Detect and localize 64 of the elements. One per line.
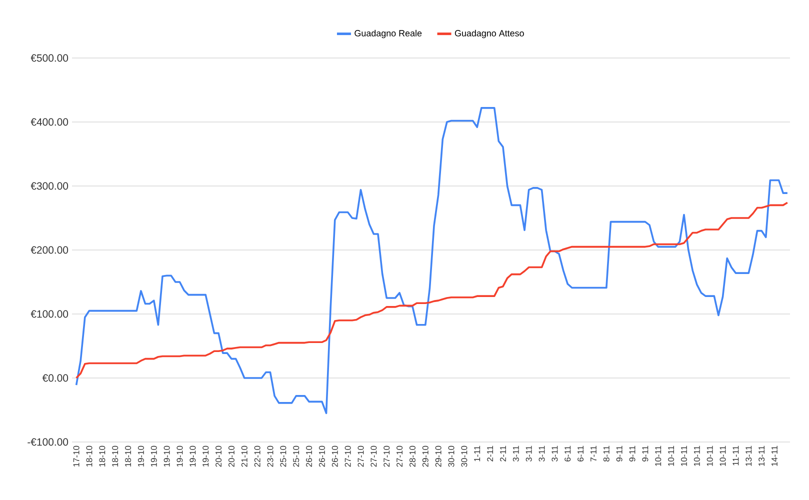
y-tick-label: €100.00 bbox=[30, 310, 68, 318]
x-tick-label: 19-10 bbox=[138, 446, 144, 467]
x-tick-label: 29-10 bbox=[422, 446, 428, 467]
x-tick-label: 3-11 bbox=[512, 446, 519, 462]
x-tick-label: 27-10 bbox=[384, 446, 390, 467]
x-tick-label: 19-10 bbox=[150, 446, 157, 467]
x-tick-label: 27-10 bbox=[344, 446, 351, 467]
x-tick-label: 7-11 bbox=[590, 446, 596, 462]
x-tick-label: 10-11 bbox=[668, 446, 674, 466]
y-tick-label: -€100.00 bbox=[28, 438, 68, 446]
x-tick-label: 26-10 bbox=[306, 446, 312, 467]
x-tick-label: 20-10 bbox=[216, 446, 222, 467]
x-tick-label: 9-11 bbox=[629, 446, 636, 462]
x-tick-label: 17-10 bbox=[73, 446, 80, 467]
x-tick-label: 3-11 bbox=[538, 446, 545, 462]
y-tick-label: €500.00 bbox=[30, 54, 68, 62]
y-tick-label: €400.00 bbox=[30, 118, 68, 126]
x-tick-label: 14-11 bbox=[772, 446, 778, 466]
x-tick-label: 18-10 bbox=[112, 446, 118, 467]
x-tick-label: 27-10 bbox=[396, 446, 403, 467]
x-tick-label: 30-10 bbox=[448, 446, 454, 467]
x-tick-label: 26-10 bbox=[318, 446, 325, 467]
x-tick-label: 1-11 bbox=[474, 446, 480, 462]
legend-label: Guadagno Atteso bbox=[454, 30, 524, 38]
x-tick-label: 10-11 bbox=[680, 446, 687, 466]
y-tick-label: €300.00 bbox=[30, 182, 68, 190]
x-tick-label: 18-10 bbox=[99, 446, 106, 467]
x-tick-label: 26-10 bbox=[332, 446, 338, 467]
x-tick-label: 10-11 bbox=[706, 446, 713, 466]
x-tick-label: 19-10 bbox=[164, 446, 170, 467]
x-tick-label: 21-10 bbox=[241, 446, 248, 467]
x-tick-label: 11-11 bbox=[732, 446, 739, 466]
x-tick-label: 27-10 bbox=[358, 446, 364, 467]
x-tick-label: 19-10 bbox=[190, 446, 196, 467]
x-tick-label: 28-10 bbox=[409, 446, 416, 467]
y-tick-label: €0.00 bbox=[42, 374, 68, 382]
x-tick-label: 27-10 bbox=[370, 446, 377, 467]
x-tick-label: 3-11 bbox=[526, 446, 532, 462]
x-tick-label: 22-10 bbox=[254, 446, 260, 467]
x-tick-label: 2-11 bbox=[500, 446, 506, 462]
x-tick-label: 29-10 bbox=[435, 446, 442, 467]
x-tick-label: 23-10 bbox=[267, 446, 274, 467]
x-tick-label: 6-11 bbox=[578, 446, 584, 462]
x-tick-label: 13-11 bbox=[758, 446, 765, 466]
x-tick-label: 25-10 bbox=[293, 446, 300, 467]
x-tick-label: 18-10 bbox=[86, 446, 92, 467]
x-tick-label: 25-10 bbox=[280, 446, 286, 467]
x-tick-label: 20-10 bbox=[228, 446, 234, 467]
x-tick-label: 2-11 bbox=[487, 446, 494, 462]
y-tick-label: €200.00 bbox=[30, 246, 68, 254]
x-tick-label: 19-10 bbox=[176, 446, 183, 467]
x-tick-label: 8-11 bbox=[603, 446, 610, 462]
legend-label: Guadagno Reale bbox=[354, 30, 422, 38]
x-tick-label: 10-11 bbox=[655, 446, 662, 466]
x-tick-label: 10-11 bbox=[720, 446, 726, 466]
x-tick-label: 10-11 bbox=[694, 446, 700, 466]
x-tick-label: 6-11 bbox=[564, 446, 571, 462]
x-tick-label: 9-11 bbox=[616, 446, 622, 462]
x-tick-label: 19-10 bbox=[202, 446, 209, 467]
x-tick-label: 9-11 bbox=[642, 446, 648, 462]
x-tick-label: 18-10 bbox=[125, 446, 132, 467]
x-tick-label: 3-11 bbox=[552, 446, 558, 462]
x-tick-label: 13-11 bbox=[746, 446, 752, 466]
x-tick-label: 30-10 bbox=[461, 446, 468, 467]
